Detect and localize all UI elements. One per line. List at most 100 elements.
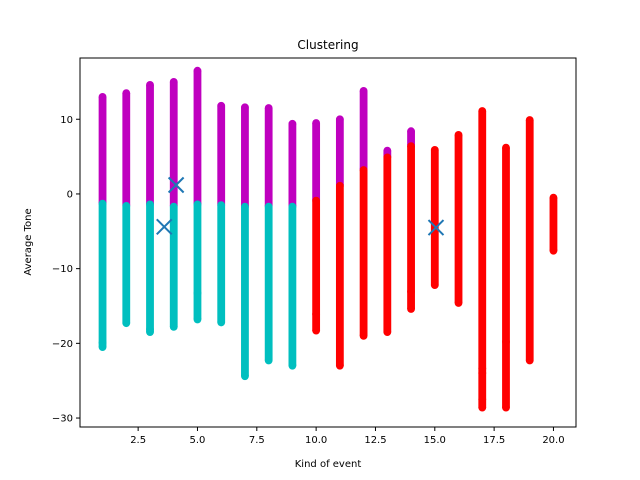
- point-column: [193, 204, 202, 320]
- data-point: [98, 92, 107, 101]
- data-point: [478, 403, 487, 412]
- data-point: [146, 80, 154, 89]
- x-tick-label: 17.5: [483, 435, 505, 446]
- point-column: [407, 131, 415, 146]
- data-point: [241, 103, 249, 112]
- point-column: [407, 146, 415, 309]
- y-axis-title: Average Tone: [23, 208, 34, 275]
- x-axis-title: Kind of event: [295, 459, 362, 470]
- chart-title: Clustering: [297, 38, 358, 52]
- y-tick-label: 10: [60, 115, 73, 126]
- data-point: [359, 86, 368, 95]
- point-column: [288, 206, 297, 366]
- data-point: [241, 202, 249, 211]
- centroid-marker: [156, 218, 173, 236]
- data-point: [264, 104, 273, 112]
- point-column: [146, 84, 154, 204]
- y-tick-label: −10: [52, 264, 73, 275]
- data-point: [502, 337, 510, 346]
- x-tick-label: 7.5: [249, 435, 265, 446]
- y-tick-label: 0: [67, 189, 73, 200]
- data-point: [359, 166, 368, 174]
- centroid-stroke: [167, 176, 185, 194]
- data-point: [193, 200, 202, 209]
- data-point: [383, 146, 392, 155]
- data-point: [335, 361, 344, 370]
- x-axis: 2.5 5.0 7.5 10.0 12.5 15.0 17.5 20.0: [130, 427, 565, 446]
- point-column: [359, 170, 368, 336]
- y-axis: −30 −20 −10 0 10: [52, 115, 80, 425]
- point-column: [335, 185, 344, 366]
- centroid-stroke: [427, 219, 445, 236]
- data-point: [241, 372, 249, 381]
- data-point: [407, 287, 415, 296]
- point-column: [264, 206, 273, 361]
- data-point: [383, 328, 392, 337]
- data-point: [407, 305, 415, 313]
- point-column: [430, 149, 439, 286]
- data-point: [335, 181, 344, 190]
- point-column: [122, 93, 131, 206]
- data-point: [407, 142, 415, 151]
- data-point: [454, 299, 463, 307]
- x-tick-label: 2.5: [130, 435, 146, 446]
- data-point: [193, 315, 202, 324]
- data-point: [502, 143, 510, 152]
- point-column: [359, 90, 368, 170]
- y-tick-label: −20: [52, 339, 73, 350]
- point-column: [98, 203, 107, 348]
- data-point: [122, 89, 131, 98]
- data-point: [169, 202, 178, 211]
- data-point: [430, 281, 439, 289]
- centroid-marker: [167, 176, 185, 194]
- data-point: [478, 107, 487, 115]
- data-point: [98, 199, 107, 208]
- plot-frame: [79, 57, 577, 428]
- data-point: [217, 318, 226, 327]
- point-column: [122, 205, 131, 324]
- data-point: [478, 369, 487, 378]
- data-point: [122, 201, 131, 210]
- point-column: [217, 205, 226, 323]
- centroid-stroke: [156, 218, 173, 236]
- data-point: [549, 193, 558, 202]
- data-point: [525, 116, 534, 124]
- data-point: [478, 395, 487, 404]
- data-point: [146, 325, 154, 334]
- data-point: [335, 115, 344, 124]
- data-point: [525, 356, 534, 365]
- x-tick-label: 12.5: [364, 435, 386, 446]
- data-point: [288, 119, 297, 128]
- point-column: [217, 105, 226, 205]
- data-point: [146, 200, 154, 209]
- data-point: [312, 326, 321, 335]
- data-point: [312, 119, 321, 127]
- y-tick-label: −30: [52, 414, 73, 425]
- data-point: [288, 361, 297, 370]
- x-tick-label: 20.0: [542, 435, 564, 446]
- point-column: [454, 134, 463, 304]
- x-tick-label: 15.0: [424, 435, 446, 446]
- point-column: [264, 108, 273, 206]
- data-point: [549, 246, 558, 255]
- data-point: [217, 101, 226, 110]
- points-layer: [98, 66, 558, 412]
- point-column: [478, 111, 487, 408]
- data-point: [264, 202, 273, 211]
- data-point: [98, 338, 107, 347]
- data-point: [407, 127, 415, 136]
- data-point: [502, 403, 510, 412]
- point-column: [549, 197, 558, 251]
- point-column: [169, 206, 178, 327]
- data-point: [193, 66, 202, 75]
- data-point: [122, 319, 131, 328]
- centroid-marker: [427, 219, 445, 236]
- point-column: [98, 96, 107, 203]
- data-point: [169, 323, 178, 331]
- point-column: [288, 123, 297, 206]
- point-column: [335, 119, 344, 185]
- data-point: [312, 310, 321, 319]
- x-tick-label: 5.0: [190, 435, 206, 446]
- data-point: [383, 153, 392, 162]
